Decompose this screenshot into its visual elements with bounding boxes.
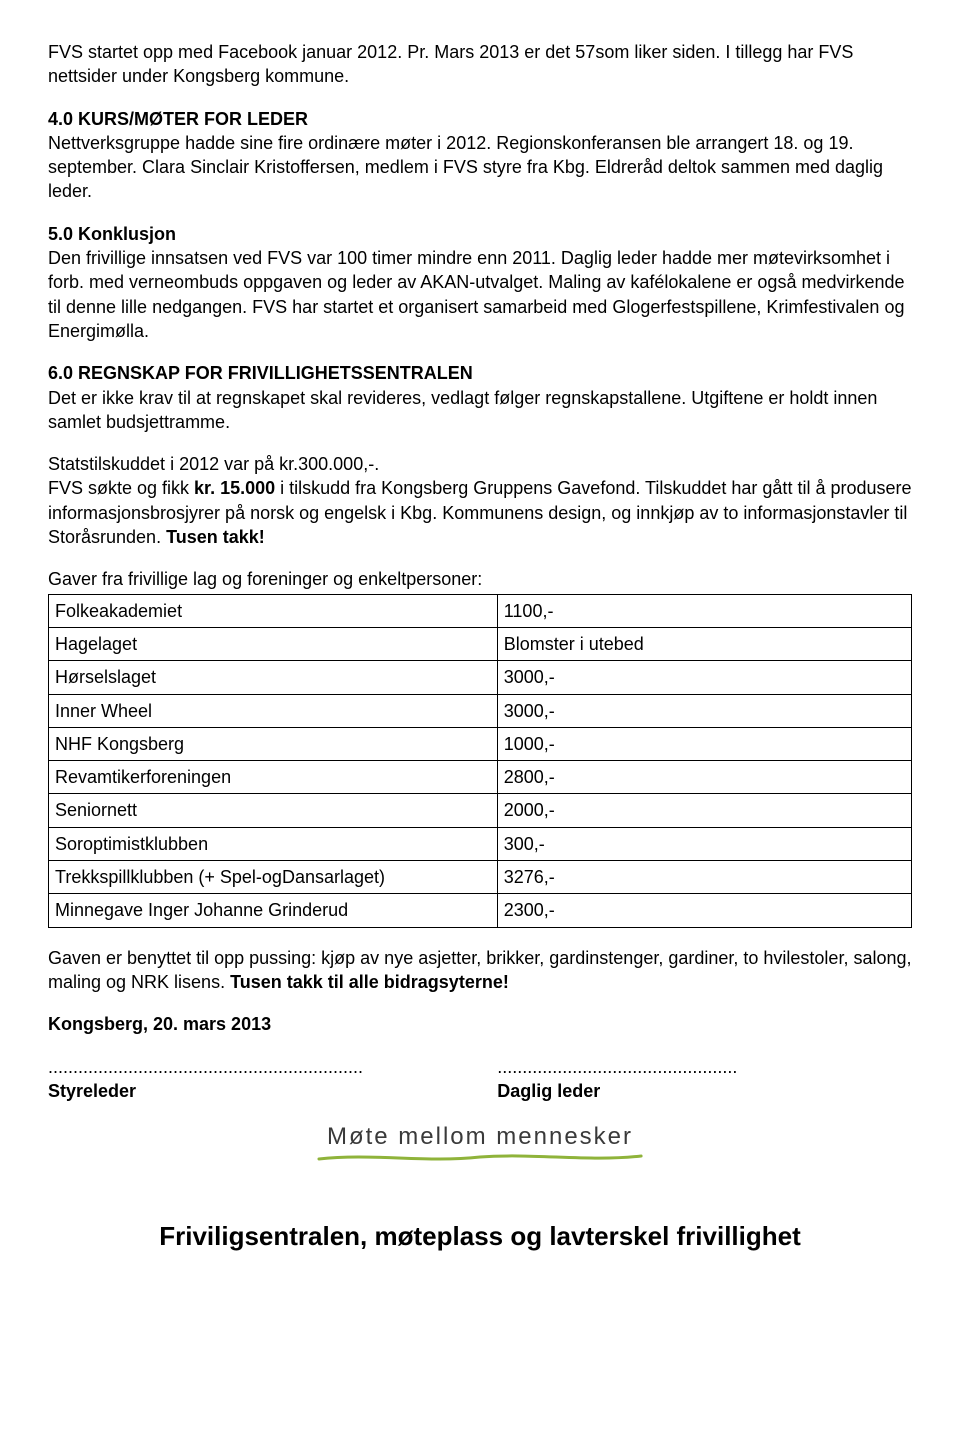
section-4-body: Nettverksgruppe hadde sine fire ordinære…	[48, 133, 883, 202]
table-row: Soroptimistklubben300,-	[49, 827, 912, 860]
section-6: 6.0 REGNSKAP FOR FRIVILLIGHETSSENTRALEN …	[48, 361, 912, 434]
section-6-body: Det er ikke krav til at regnskapet skal …	[48, 388, 877, 432]
usage-thanks: Tusen takk til alle bidragsyterne!	[230, 972, 509, 992]
table-row: Folkeakademiet1100,-	[49, 594, 912, 627]
stats-thanks: Tusen takk!	[166, 527, 265, 547]
table-cell: 3000,-	[497, 661, 911, 694]
section-5: 5.0 Konklusjon Den frivillige innsatsen …	[48, 222, 912, 343]
footer-title: Friviligsentralen, møteplass og lavtersk…	[48, 1219, 912, 1254]
sig-right-label: Daglig leder	[497, 1079, 912, 1103]
gifts-table: Folkeakademiet1100,-HagelagetBlomster i …	[48, 594, 912, 928]
gifts-intro: Gaver fra frivillige lag og foreninger o…	[48, 567, 912, 591]
section-5-body: Den frivillige innsatsen ved FVS var 100…	[48, 248, 905, 341]
table-cell: Folkeakademiet	[49, 594, 498, 627]
table-cell: 2800,-	[497, 761, 911, 794]
table-row: Inner Wheel3000,-	[49, 694, 912, 727]
table-row: Seniornett2000,-	[49, 794, 912, 827]
table-row: Minnegave Inger Johanne Grinderud2300,-	[49, 894, 912, 927]
signature-row: ........................................…	[48, 1055, 912, 1104]
table-cell: 3276,-	[497, 861, 911, 894]
table-cell: Trekkspillklubben (+ Spel-ogDansarlaget)	[49, 861, 498, 894]
dots-right: ........................................…	[497, 1055, 912, 1079]
usage-paragraph: Gaven er benyttet til opp pussing: kjøp …	[48, 946, 912, 995]
table-row: HagelagetBlomster i utebed	[49, 627, 912, 660]
table-cell: 1100,-	[497, 594, 911, 627]
tagline-text: Møte mellom mennesker	[327, 1123, 633, 1150]
sig-left-label: Styreleder	[48, 1079, 463, 1103]
section-5-heading: 5.0 Konklusjon	[48, 224, 176, 244]
table-cell: Seniornett	[49, 794, 498, 827]
table-row: Trekkspillklubben (+ Spel-ogDansarlaget)…	[49, 861, 912, 894]
table-cell: Inner Wheel	[49, 694, 498, 727]
table-row: Hørselslaget3000,-	[49, 661, 912, 694]
intro-paragraph: FVS startet opp med Facebook januar 2012…	[48, 40, 912, 89]
tagline: Møte mellom mennesker	[327, 1121, 633, 1159]
table-cell: 1000,-	[497, 727, 911, 760]
table-row: Revamtikerforeningen2800,-	[49, 761, 912, 794]
table-cell: NHF Kongsberg	[49, 727, 498, 760]
table-cell: Hagelaget	[49, 627, 498, 660]
section-4: 4.0 KURS/MØTER FOR LEDER Nettverksgruppe…	[48, 107, 912, 204]
table-cell: 300,-	[497, 827, 911, 860]
table-row: NHF Kongsberg1000,-	[49, 727, 912, 760]
date-line: Kongsberg, 20. mars 2013	[48, 1012, 912, 1036]
stats-line-a: Statstilskuddet i 2012 var på kr.300.000…	[48, 454, 379, 474]
stats-line-b1: FVS søkte og fikk	[48, 478, 194, 498]
table-cell: Blomster i utebed	[497, 627, 911, 660]
table-cell: 2300,-	[497, 894, 911, 927]
table-cell: 3000,-	[497, 694, 911, 727]
table-cell: Soroptimistklubben	[49, 827, 498, 860]
table-cell: Revamtikerforeningen	[49, 761, 498, 794]
table-cell: 2000,-	[497, 794, 911, 827]
stats-amount: kr. 15.000	[194, 478, 275, 498]
tagline-wrap: Møte mellom mennesker	[48, 1121, 912, 1159]
table-cell: Minnegave Inger Johanne Grinderud	[49, 894, 498, 927]
section-4-heading: 4.0 KURS/MØTER FOR LEDER	[48, 109, 308, 129]
dots-left: ........................................…	[48, 1055, 463, 1079]
stats-paragraph: Statstilskuddet i 2012 var på kr.300.000…	[48, 452, 912, 549]
underline-icon	[317, 1151, 643, 1165]
table-cell: Hørselslaget	[49, 661, 498, 694]
section-6-heading: 6.0 REGNSKAP FOR FRIVILLIGHETSSENTRALEN	[48, 363, 473, 383]
